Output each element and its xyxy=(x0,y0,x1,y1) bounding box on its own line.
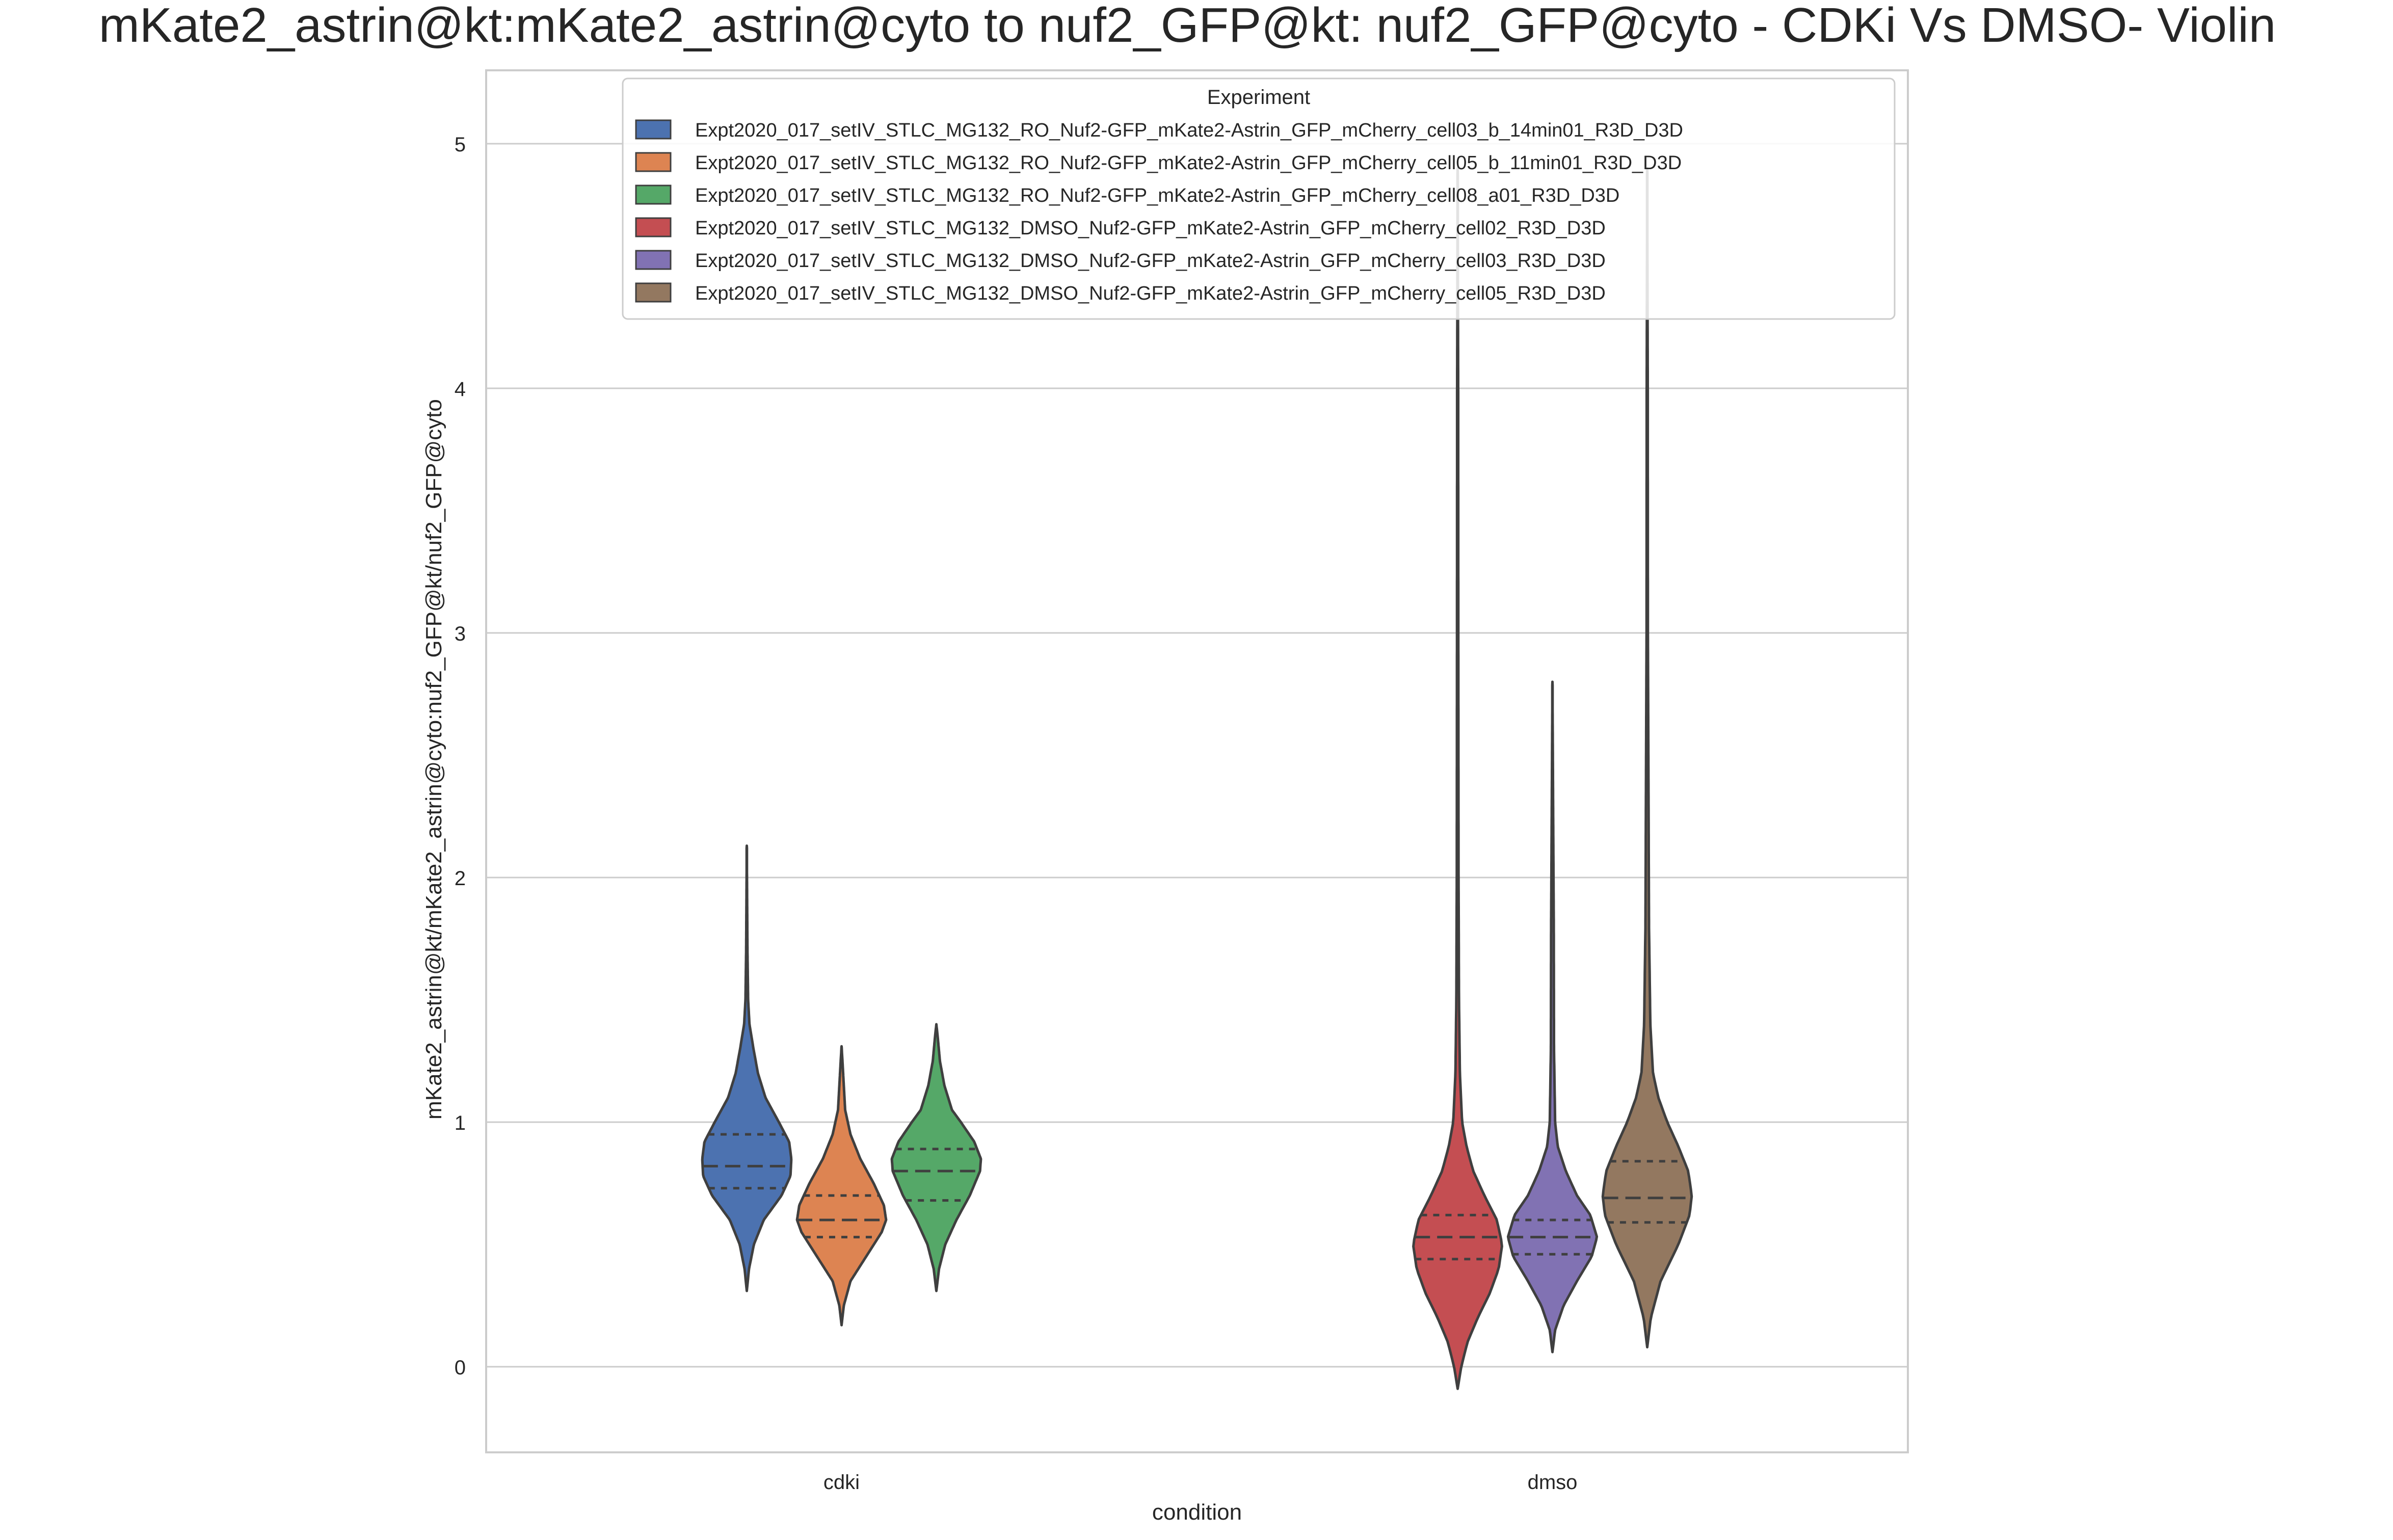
legend-swatch xyxy=(635,282,672,303)
legend-swatch xyxy=(635,250,672,270)
x-axis-label: condition xyxy=(1152,1500,1242,1525)
legend-entry-label: Expt2020_017_setIV_STLC_MG132_RO_Nuf2-GF… xyxy=(695,152,1682,174)
y-tick-label: 0 xyxy=(455,1357,466,1379)
y-axis-label: mKate2_astrin@kt/mKate2_astrin@cyto:nuf2… xyxy=(421,399,446,1120)
x-tick-label: dmso xyxy=(1528,1471,1578,1494)
violin-body xyxy=(890,1023,982,1292)
legend-entry-label: Expt2020_017_setIV_STLC_MG132_DMSO_Nuf2-… xyxy=(695,218,1606,239)
plot-frame xyxy=(485,69,1909,1453)
violin-body xyxy=(701,844,793,1292)
y-tick-label: 2 xyxy=(455,867,466,890)
y-tick-labels: 0 1 2 3 4 5 xyxy=(455,134,466,1379)
legend-title: Experiment xyxy=(1207,86,1310,109)
chart-title: mKate2_astrin@kt:mKate2_astrin@cyto to n… xyxy=(99,0,2276,52)
legend-entry-label: Expt2020_017_setIV_STLC_MG132_RO_Nuf2-GF… xyxy=(695,120,1683,141)
legend-items: Expt2020_017_setIV_STLC_MG132_RO_Nuf2-GF… xyxy=(635,119,1683,304)
violin-body xyxy=(1506,680,1599,1353)
x-tick-labels: cdki dmso xyxy=(823,1471,1577,1494)
legend-entry-label: Expt2020_017_setIV_STLC_MG132_DMSO_Nuf2-… xyxy=(695,283,1606,304)
y-tick-label: 4 xyxy=(455,378,466,401)
violin-body xyxy=(795,1045,888,1326)
legend-entry-label: Expt2020_017_setIV_STLC_MG132_DMSO_Nuf2-… xyxy=(695,250,1606,272)
legend-frame xyxy=(622,77,1896,320)
legend: Experiment Expt2020_017_setIV_STLC_MG132… xyxy=(622,77,1896,320)
legend-swatch xyxy=(635,119,672,140)
legend-swatch xyxy=(635,152,672,172)
legend-swatch xyxy=(635,184,672,205)
violins xyxy=(701,167,1693,1390)
legend-entry-label: Expt2020_017_setIV_STLC_MG132_RO_Nuf2-GF… xyxy=(695,185,1619,206)
y-tick-label: 3 xyxy=(455,623,466,645)
y-tick-label: 5 xyxy=(455,134,466,156)
y-tick-label: 1 xyxy=(455,1112,466,1134)
legend-swatch xyxy=(635,217,672,237)
x-tick-label: cdki xyxy=(823,1471,860,1494)
